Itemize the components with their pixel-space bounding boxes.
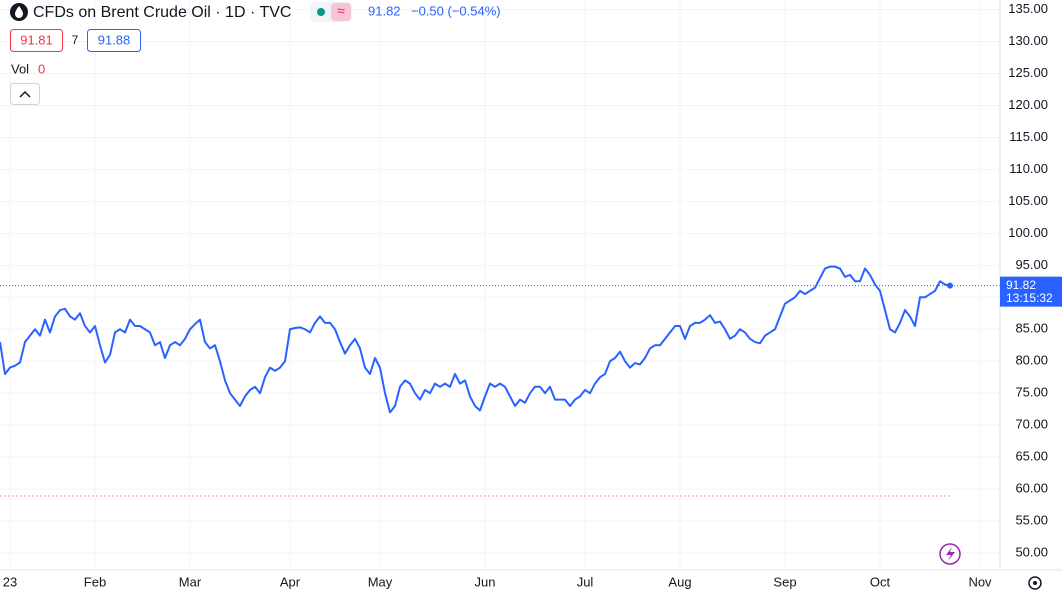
collapse-button[interactable] [10, 83, 40, 105]
delay-icon: ≈ [337, 3, 345, 19]
volume-value: 0 [38, 61, 45, 76]
settings-icon[interactable] [1028, 576, 1042, 590]
x-tick-label: Nov [968, 574, 992, 589]
y-tick-label: 120.00 [1008, 97, 1048, 112]
y-tick-label: 130.00 [1008, 33, 1048, 48]
y-tick-label: 55.00 [1015, 512, 1048, 527]
collapse-icon [19, 90, 31, 98]
last-point [947, 282, 953, 289]
y-tick-label: 50.00 [1015, 544, 1048, 559]
price-line [0, 265, 951, 414]
sell-button[interactable] [10, 29, 63, 52]
y-tick-label: 105.00 [1008, 193, 1048, 208]
x-tick-label: Mar [179, 574, 202, 589]
price-tag-countdown: 13:15:32 [1006, 291, 1053, 305]
x-tick-label: Jun [475, 574, 496, 589]
y-tick-label: 135.00 [1008, 1, 1048, 16]
x-tick-label: Feb [84, 574, 106, 589]
price-tag [1000, 276, 1062, 307]
y-tick-label: 125.00 [1008, 65, 1048, 80]
y-tick-label: 65.00 [1015, 449, 1048, 464]
y-tick-label: 80.00 [1015, 353, 1048, 368]
drop-icon [15, 6, 23, 18]
y-tick-label: 110.00 [1009, 161, 1048, 176]
y-tick-label: 60.00 [1015, 481, 1048, 496]
x-tick-label: Aug [668, 574, 691, 589]
market-open-dot [317, 8, 325, 16]
last-price: 91.82 [368, 3, 401, 18]
price-change: −0.50 (−0.54%) [411, 3, 501, 18]
alert-bolt [946, 547, 955, 561]
y-tick-label: 115.00 [1009, 129, 1048, 144]
buy-button[interactable] [87, 29, 141, 52]
x-tick-label: May [368, 574, 393, 589]
alert-icon[interactable] [939, 543, 961, 565]
y-tick-label: 70.00 [1015, 417, 1048, 432]
settings-center [1033, 581, 1037, 585]
bid-price: 91.81 [20, 32, 53, 47]
x-tick-label: Jul [577, 574, 594, 589]
symbol-title: CFDs on Brent Crude Oil · 1D · TVC [33, 4, 291, 21]
delay-badge[interactable] [331, 3, 351, 21]
y-tick-label: 95.00 [1015, 257, 1048, 272]
y-tick-label: 75.00 [1015, 385, 1048, 400]
volume-label: Vol [11, 61, 29, 76]
spread: 7 [72, 33, 79, 47]
ask-price: 91.88 [98, 32, 131, 47]
x-tick-label: 23 [3, 574, 17, 589]
x-tick-label: Sep [773, 574, 796, 589]
x-tick-label: Oct [870, 574, 891, 589]
y-tick-label: 100.00 [1008, 225, 1048, 240]
price-tag-value: 91.82 [1006, 278, 1036, 292]
y-tick-label: 85.00 [1015, 321, 1048, 336]
x-tick-label: Apr [280, 574, 301, 589]
